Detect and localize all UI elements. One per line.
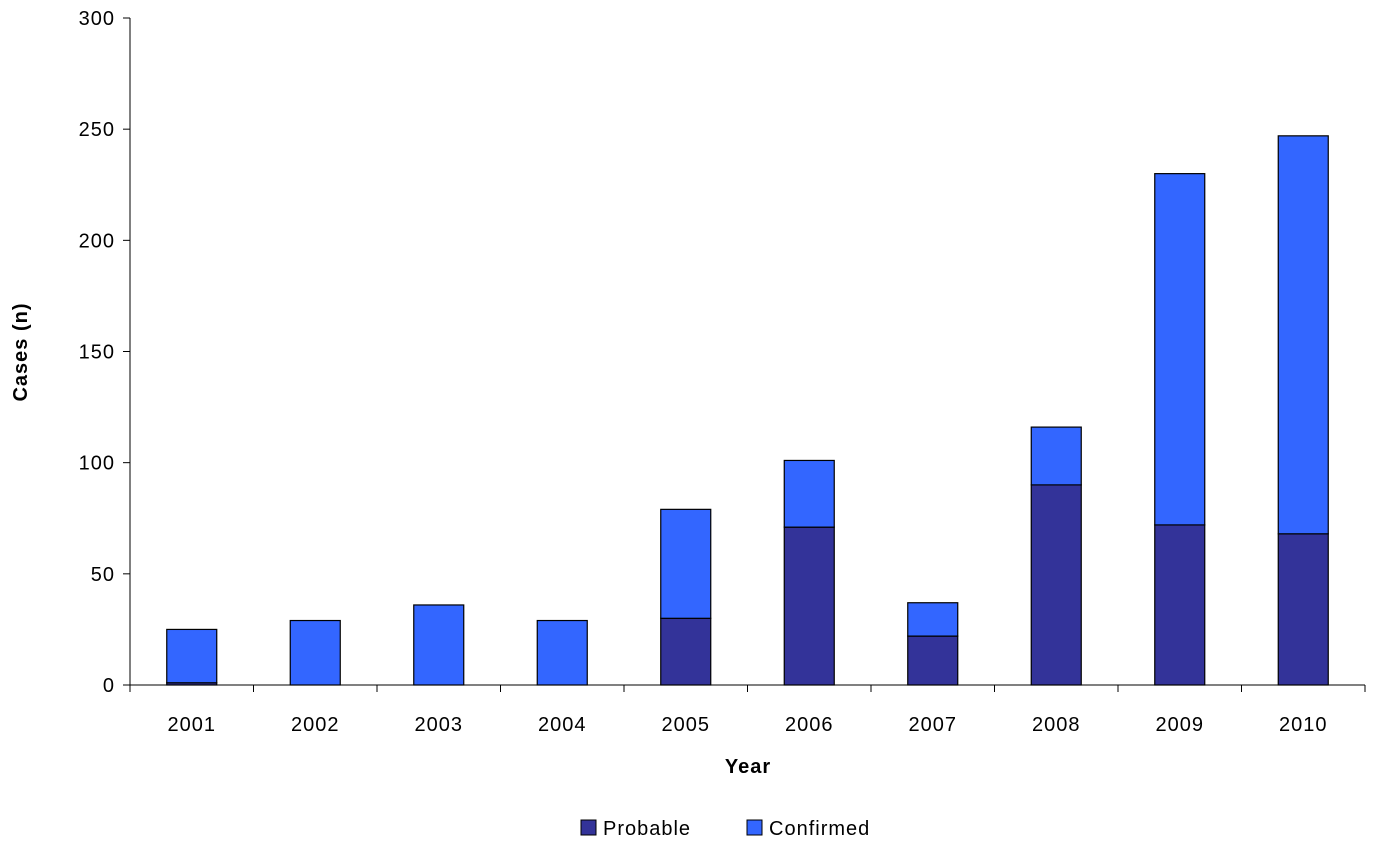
x-tick-label: 2004 bbox=[538, 714, 587, 736]
bars bbox=[166, 135, 1329, 686]
bar-confirmed-2002 bbox=[289, 619, 341, 686]
y-axis-title: Cases (n) bbox=[10, 302, 32, 401]
legend-swatch-probable bbox=[580, 819, 597, 836]
y-tick-label: 200 bbox=[79, 230, 115, 252]
y-axis: 0 50 100 150 200 250 300 bbox=[79, 8, 131, 697]
bar-probable-2008 bbox=[1030, 484, 1082, 686]
bar-probable-2009 bbox=[1154, 524, 1206, 686]
x-tick-label: 2009 bbox=[1156, 714, 1205, 736]
bar-confirmed-2006 bbox=[783, 459, 835, 528]
x-axis-title: Year bbox=[725, 756, 771, 778]
bar-probable-2006 bbox=[783, 526, 835, 686]
bar-confirmed-2001 bbox=[166, 628, 218, 684]
y-tick-label: 300 bbox=[79, 8, 115, 30]
x-tick-label: 2007 bbox=[909, 714, 958, 736]
bar-confirmed-2010 bbox=[1277, 135, 1329, 535]
y-tick-label: 100 bbox=[79, 453, 115, 475]
bar-confirmed-2007 bbox=[907, 602, 959, 637]
bar-probable-2007 bbox=[907, 635, 959, 686]
x-tick-label: 2005 bbox=[662, 714, 711, 736]
bar-probable-2005 bbox=[660, 617, 712, 686]
bar-confirmed-2009 bbox=[1154, 173, 1206, 526]
bar-confirmed-2003 bbox=[413, 604, 465, 686]
bar-confirmed-2008 bbox=[1030, 426, 1082, 486]
x-tick-label: 2010 bbox=[1279, 714, 1328, 736]
y-tick-label: 150 bbox=[79, 342, 115, 364]
bar-confirmed-2004 bbox=[536, 619, 588, 686]
x-tick-label: 2008 bbox=[1032, 714, 1081, 736]
legend-swatch-confirmed bbox=[746, 819, 763, 836]
legend-label-confirmed: Confirmed bbox=[769, 818, 870, 840]
bar-probable-2010 bbox=[1277, 533, 1329, 686]
x-tick-label: 2001 bbox=[168, 714, 217, 736]
x-tick-label: 2003 bbox=[415, 714, 464, 736]
y-tick-label: 0 bbox=[103, 675, 115, 697]
y-tick-label: 50 bbox=[91, 564, 115, 586]
x-axis: 2001 2002 2003 2004 2005 2006 2007 2008 2009 2010 bbox=[129, 684, 1366, 736]
legend-label-probable: Probable bbox=[603, 818, 691, 840]
legend: Probable Confirmed bbox=[580, 818, 870, 840]
x-tick-label: 2002 bbox=[291, 714, 340, 736]
bar-confirmed-2005 bbox=[660, 508, 712, 619]
x-tick-label: 2006 bbox=[785, 714, 834, 736]
y-tick-label: 250 bbox=[79, 119, 115, 141]
